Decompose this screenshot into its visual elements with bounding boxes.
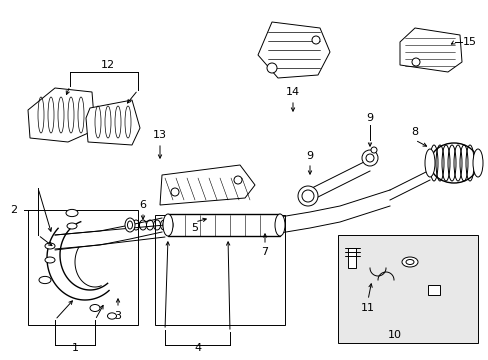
- Text: 10: 10: [387, 330, 401, 340]
- Bar: [168, 214, 280, 236]
- Polygon shape: [258, 22, 329, 78]
- Ellipse shape: [311, 36, 319, 44]
- Ellipse shape: [370, 147, 376, 153]
- Ellipse shape: [45, 257, 55, 263]
- Ellipse shape: [66, 210, 78, 217]
- Polygon shape: [160, 165, 254, 205]
- Text: 15: 15: [462, 37, 476, 47]
- Ellipse shape: [127, 221, 132, 229]
- Ellipse shape: [424, 149, 434, 177]
- Ellipse shape: [67, 223, 77, 229]
- Ellipse shape: [365, 154, 373, 162]
- Text: 11: 11: [360, 303, 374, 313]
- Text: 1: 1: [71, 343, 79, 353]
- Text: 13: 13: [153, 130, 167, 140]
- Ellipse shape: [45, 243, 55, 249]
- Ellipse shape: [165, 221, 170, 229]
- Text: 5: 5: [191, 223, 198, 233]
- Bar: [337, 235, 477, 343]
- Bar: [155, 215, 285, 325]
- Ellipse shape: [163, 214, 173, 236]
- Ellipse shape: [234, 176, 242, 184]
- Ellipse shape: [39, 276, 51, 284]
- Ellipse shape: [361, 150, 377, 166]
- Text: 9: 9: [366, 113, 373, 123]
- Polygon shape: [399, 28, 461, 72]
- Ellipse shape: [125, 218, 135, 232]
- Text: 14: 14: [285, 87, 300, 97]
- Ellipse shape: [401, 257, 417, 267]
- Bar: [28, 210, 138, 325]
- Ellipse shape: [274, 214, 285, 236]
- Ellipse shape: [90, 305, 100, 311]
- Polygon shape: [28, 88, 95, 142]
- Ellipse shape: [163, 218, 173, 232]
- Ellipse shape: [266, 63, 276, 73]
- Text: 3: 3: [114, 311, 121, 321]
- Ellipse shape: [405, 260, 413, 265]
- Ellipse shape: [472, 149, 482, 177]
- Ellipse shape: [411, 58, 419, 66]
- Text: 7: 7: [261, 247, 268, 257]
- Text: 9: 9: [306, 151, 313, 161]
- Text: 8: 8: [410, 127, 418, 137]
- Bar: [347, 248, 355, 268]
- Bar: [427, 285, 439, 295]
- Ellipse shape: [302, 190, 313, 202]
- Text: 6: 6: [139, 200, 146, 210]
- Text: 4: 4: [194, 343, 201, 353]
- Ellipse shape: [171, 188, 179, 196]
- Text: 2: 2: [10, 205, 18, 215]
- Polygon shape: [86, 100, 140, 145]
- Ellipse shape: [429, 143, 477, 183]
- Ellipse shape: [107, 313, 116, 319]
- Ellipse shape: [297, 186, 317, 206]
- Text: 12: 12: [101, 60, 115, 70]
